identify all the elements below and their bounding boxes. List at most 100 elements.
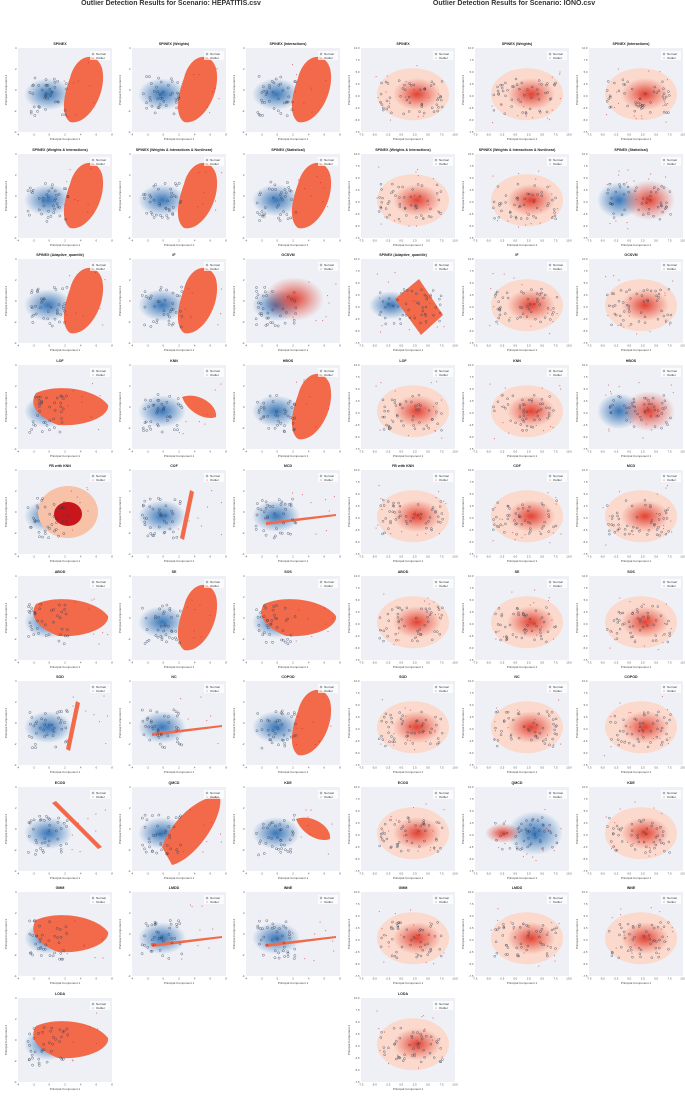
legend-outlier-label: Outlier <box>439 267 448 271</box>
normal-point <box>441 826 444 829</box>
x-tick-label: 2.5 <box>527 871 531 875</box>
normal-point <box>144 724 147 728</box>
x-tick-label: 2 <box>292 871 294 875</box>
normal-point <box>175 183 178 187</box>
normal-point <box>397 626 401 629</box>
x-tick-label: 2 <box>178 766 180 770</box>
normal-point <box>411 1053 414 1057</box>
normal-point <box>536 192 539 196</box>
normal-point <box>502 923 505 926</box>
y-tick-label: -2 <box>242 426 245 430</box>
y-tick-label: -4 <box>14 552 17 556</box>
normal-point <box>48 1040 51 1044</box>
normal-point <box>668 631 671 634</box>
normal-point <box>37 631 40 635</box>
y-tick-label: 7.5 <box>356 164 360 168</box>
y-tick-label: 10.0 <box>582 785 588 789</box>
normal-point <box>631 611 634 614</box>
x-axis-label: Principal Component 1 <box>164 665 195 669</box>
normal-point <box>492 93 495 97</box>
normal-point <box>40 399 43 403</box>
outlier-point: × <box>614 820 616 824</box>
outlier-point: × <box>605 393 607 397</box>
normal-point <box>50 324 54 328</box>
normal-point <box>516 847 519 850</box>
normal-point <box>634 103 638 106</box>
normal-density <box>138 922 187 955</box>
normal-point <box>519 204 522 207</box>
normal-point <box>524 112 528 115</box>
normal-point <box>60 710 63 713</box>
normal-point <box>660 530 663 534</box>
normal-point <box>65 520 69 523</box>
normal-point <box>427 933 430 936</box>
normal-point <box>261 927 264 931</box>
outlier-point: × <box>102 956 104 960</box>
normal-point <box>623 937 627 940</box>
outlier-point: × <box>397 1056 399 1060</box>
normal-point <box>430 727 433 731</box>
legend-box <box>318 789 338 799</box>
outlier-point: × <box>532 115 534 119</box>
outlier-point: × <box>217 322 219 326</box>
normal-point <box>652 940 655 943</box>
normal-point <box>637 320 641 323</box>
normal-point <box>400 419 403 422</box>
normal-point <box>266 311 270 315</box>
x-tick-label: 2.5 <box>641 555 645 559</box>
outlier-point: × <box>221 840 223 844</box>
normal-point <box>403 207 407 210</box>
y-tick-label: -2 <box>242 637 245 641</box>
legend-outlier-marker: × <box>435 56 437 60</box>
normal-point <box>437 198 441 201</box>
normal-point <box>28 213 31 216</box>
x-tick-label: 2.5 <box>641 766 645 770</box>
normal-point <box>146 924 150 928</box>
y-tick-label: 4 <box>129 152 131 156</box>
outlier-point: × <box>524 533 526 537</box>
normal-point <box>423 1055 426 1059</box>
normal-point <box>647 616 650 620</box>
legend-outlier-label: Outlier <box>324 267 333 271</box>
outlier-point: × <box>184 307 186 311</box>
normal-point <box>274 77 278 81</box>
y-tick-label: 7.5 <box>356 1008 360 1012</box>
normal-point <box>167 715 170 718</box>
subplot: SOD × × × × × × × × -4 -2 0 2 4 6 8 4 2 0 -2 -4 Principal Com… <box>4 675 116 779</box>
outlier-point: × <box>616 90 618 94</box>
y-tick-label: 0.0 <box>470 516 474 520</box>
normal-point <box>157 736 161 739</box>
normal-point <box>141 719 145 723</box>
legend-normal-label: Normal <box>210 685 220 689</box>
normal-point <box>387 725 390 729</box>
outlier-point: × <box>632 532 634 536</box>
normal-point <box>629 631 632 634</box>
x-tick-label: -2.5 <box>613 871 618 875</box>
normal-point <box>180 314 184 318</box>
subplot: FB with KNN × × × × × × × × -4 -2 0 2 4 6 8 4 2 0 -2 -4 Princ… <box>4 464 116 568</box>
outlier-density <box>621 922 669 955</box>
normal-point <box>647 398 650 402</box>
y-tick-label: 2.5 <box>584 610 588 614</box>
outlier-point: × <box>642 436 644 440</box>
y-axis-label: Principal Component 2 <box>461 180 465 211</box>
normal-point <box>153 532 157 535</box>
legend-outlier-label: Outlier <box>324 373 333 377</box>
normal-point <box>626 185 630 188</box>
normal-point <box>553 210 556 214</box>
normal-point <box>177 712 180 715</box>
normal-point <box>523 519 527 522</box>
normal-point <box>410 1035 414 1039</box>
normal-point <box>176 402 180 405</box>
normal-point <box>398 79 401 82</box>
outlier-point: × <box>425 406 427 410</box>
normal-point <box>380 719 383 723</box>
normal-point <box>653 85 656 89</box>
normal-point <box>515 946 518 949</box>
normal-point <box>165 104 168 107</box>
normal-point <box>511 85 514 88</box>
y-tick-label: -2.5 <box>469 739 474 743</box>
subplot: QMCD × × × × × × × × -4 -2 0 2 4 6 8 4 2 0 -2 -4 Principal Co… <box>118 781 230 885</box>
outlier-point: × <box>375 75 377 79</box>
